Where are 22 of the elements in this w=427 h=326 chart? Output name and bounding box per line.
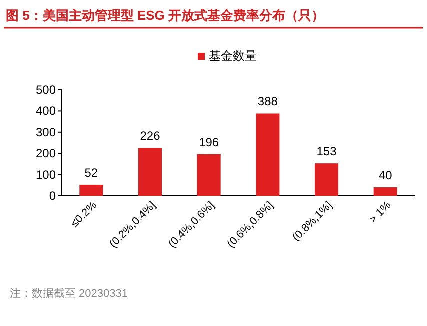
legend-label: 基金数量 <box>209 49 257 63</box>
data-label: 226 <box>140 129 161 144</box>
data-label: 196 <box>199 135 220 150</box>
y-tick-label: 300 <box>36 125 56 140</box>
data-label: 52 <box>84 166 98 180</box>
y-tick-label: 400 <box>36 104 56 118</box>
y-tick-label: 200 <box>36 146 56 161</box>
bar <box>197 154 221 196</box>
data-label: 40 <box>378 168 393 183</box>
text: 注：数据截至 20230331 <box>10 287 128 300</box>
bar <box>314 164 339 196</box>
bar <box>374 188 398 196</box>
bar <box>256 114 280 196</box>
y-tick-label: 0 <box>49 189 56 203</box>
y-tick-label: 100 <box>36 168 56 182</box>
y-tick-label: 500 <box>36 83 56 97</box>
x-tick-label: > 1% <box>367 199 394 226</box>
data-label: 153 <box>316 144 338 159</box>
bar <box>80 184 104 196</box>
chart-title: 图 5：美国主动管理型 ESG 开放式基金费率分布（只） <box>6 8 325 23</box>
bar <box>138 148 162 196</box>
data-label: 388 <box>258 94 278 109</box>
